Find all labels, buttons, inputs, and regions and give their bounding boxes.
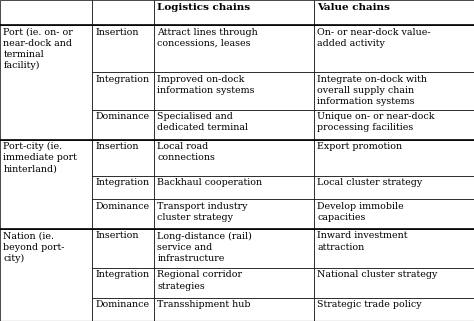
Text: Insertion: Insertion — [96, 28, 139, 37]
Bar — [154, 140, 314, 176]
Bar — [314, 268, 474, 298]
Bar — [0, 25, 92, 140]
Bar — [92, 229, 154, 268]
Bar — [92, 176, 154, 199]
Text: Insertion: Insertion — [96, 231, 139, 240]
Text: Insertion: Insertion — [96, 142, 139, 151]
Text: Logistics chains: Logistics chains — [157, 3, 250, 12]
Text: Unique on- or near-dock
processing facilities: Unique on- or near-dock processing facil… — [317, 112, 435, 133]
Text: Inward investment
attraction: Inward investment attraction — [317, 231, 408, 252]
Text: Backhaul cooperation: Backhaul cooperation — [157, 178, 263, 187]
Text: Value chains: Value chains — [317, 3, 390, 12]
Bar — [314, 25, 474, 73]
Text: Transshipment hub: Transshipment hub — [157, 300, 251, 309]
Text: Develop immobile
capacities: Develop immobile capacities — [317, 202, 404, 222]
Text: Nation (ie.
beyond port-
city): Nation (ie. beyond port- city) — [3, 231, 65, 263]
Text: Specialised and
dedicated terminal: Specialised and dedicated terminal — [157, 112, 248, 133]
Text: Port (ie. on- or
near-dock and
terminal
facility): Port (ie. on- or near-dock and terminal … — [3, 28, 73, 70]
Bar — [314, 199, 474, 229]
Text: Port-city (ie.
immediate port
hinterland): Port-city (ie. immediate port hinterland… — [3, 142, 77, 173]
Bar — [154, 25, 314, 73]
Bar — [0, 229, 92, 321]
Text: Integration: Integration — [96, 178, 150, 187]
Bar — [314, 140, 474, 176]
Bar — [314, 176, 474, 199]
Bar — [154, 199, 314, 229]
Bar — [154, 0, 314, 25]
Bar — [92, 140, 154, 176]
Text: National cluster strategy: National cluster strategy — [317, 271, 438, 280]
Bar — [92, 73, 154, 110]
Text: Dominance: Dominance — [96, 300, 150, 309]
Text: Regional corridor
strategies: Regional corridor strategies — [157, 271, 242, 291]
Text: Integration: Integration — [96, 75, 150, 84]
Text: Dominance: Dominance — [96, 112, 150, 121]
Bar — [92, 268, 154, 298]
Text: Attract lines through
concessions, leases: Attract lines through concessions, lease… — [157, 28, 258, 48]
Bar — [92, 110, 154, 140]
Text: Integration: Integration — [96, 271, 150, 280]
Bar — [314, 0, 474, 25]
Bar — [0, 140, 92, 229]
Bar — [92, 25, 154, 73]
Text: Long-distance (rail)
service and
infrastructure: Long-distance (rail) service and infrast… — [157, 231, 252, 263]
Text: Integrate on-dock with
overall supply chain
information systems: Integrate on-dock with overall supply ch… — [317, 75, 427, 106]
Bar — [314, 229, 474, 268]
Bar — [154, 110, 314, 140]
Bar — [314, 73, 474, 110]
Bar — [92, 0, 154, 25]
Text: Improved on-dock
information systems: Improved on-dock information systems — [157, 75, 255, 95]
Text: Export promotion: Export promotion — [317, 142, 402, 151]
Text: Dominance: Dominance — [96, 202, 150, 211]
Bar — [154, 176, 314, 199]
Bar — [154, 268, 314, 298]
Text: Local cluster strategy: Local cluster strategy — [317, 178, 422, 187]
Bar — [92, 199, 154, 229]
Bar — [92, 298, 154, 321]
Bar — [154, 229, 314, 268]
Bar — [0, 0, 92, 25]
Bar — [154, 298, 314, 321]
Bar — [314, 110, 474, 140]
Text: Transport industry
cluster strategy: Transport industry cluster strategy — [157, 202, 248, 222]
Bar — [314, 298, 474, 321]
Text: Strategic trade policy: Strategic trade policy — [317, 300, 422, 309]
Text: Local road
connections: Local road connections — [157, 142, 215, 162]
Bar — [154, 73, 314, 110]
Text: On- or near-dock value-
added activity: On- or near-dock value- added activity — [317, 28, 431, 48]
